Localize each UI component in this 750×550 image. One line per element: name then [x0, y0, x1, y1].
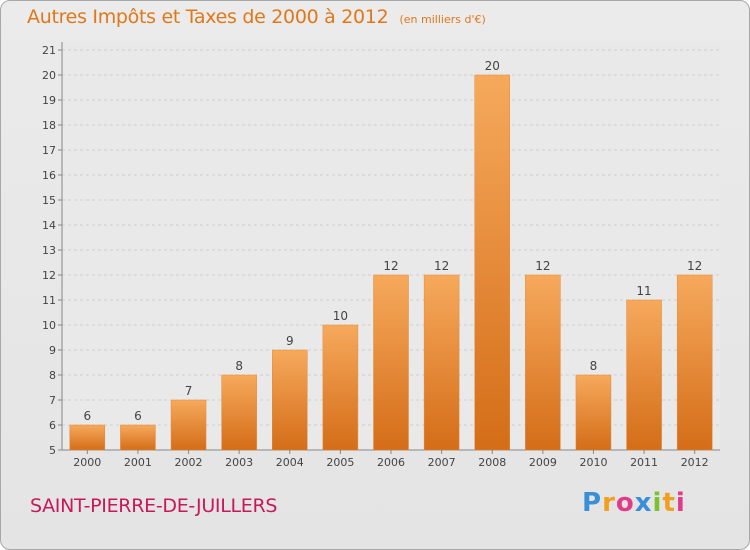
bar	[170, 399, 207, 451]
logo-letter: i	[675, 488, 686, 518]
bar-value-label: 6	[83, 409, 91, 423]
x-tick-label: 2011	[630, 456, 658, 469]
y-tick-label: 6	[49, 419, 56, 432]
logo-letter: x	[634, 488, 653, 518]
bar	[373, 274, 409, 451]
y-tick-label: 12	[42, 269, 56, 282]
bar	[69, 424, 106, 451]
bar-value-label: 8	[235, 359, 243, 373]
logo-letter: t	[662, 488, 676, 518]
bar	[575, 374, 612, 451]
bar-value-label: 8	[590, 359, 598, 373]
bar	[272, 349, 308, 451]
y-tick-label: 5	[49, 444, 56, 457]
y-tick-label: 19	[42, 94, 56, 107]
x-tick-label: 2009	[529, 456, 557, 469]
bar-value-label: 7	[185, 384, 193, 398]
bar	[221, 374, 257, 451]
y-tick-label: 20	[42, 69, 56, 82]
bar	[474, 74, 510, 451]
x-tick-label: 2001	[124, 456, 152, 469]
bar-value-label: 9	[286, 334, 294, 348]
bar-value-label: 10	[333, 309, 348, 323]
title-row: Autres Impôts et Taxes de 2000 à 2012 (e…	[27, 6, 486, 28]
bar	[423, 274, 460, 451]
bar	[676, 274, 713, 451]
x-tick-label: 2012	[681, 456, 709, 469]
bar-value-label: 12	[535, 259, 550, 273]
x-tick-label: 2010	[579, 456, 607, 469]
y-tick-label: 9	[49, 344, 56, 357]
x-tick-label: 2006	[377, 456, 405, 469]
x-tick-label: 2005	[326, 456, 354, 469]
x-tick-label: 2000	[73, 456, 101, 469]
logo-letter: o	[615, 488, 635, 518]
bar-value-label: 20	[485, 59, 500, 73]
bar-value-label: 6	[134, 409, 142, 423]
y-tick-label: 10	[42, 319, 56, 332]
y-tick-label: 21	[42, 44, 56, 57]
bar-value-label: 12	[687, 259, 702, 273]
proxiti-logo: Proxiti	[582, 488, 686, 518]
chart-subtitle: (en milliers d'€)	[399, 13, 486, 26]
y-tick-label: 16	[42, 169, 56, 182]
town-name: SAINT-PIERRE-DE-JUILLERS	[30, 495, 278, 517]
bar	[322, 324, 359, 451]
bar	[120, 424, 156, 451]
x-tick-label: 2007	[428, 456, 456, 469]
y-tick-label: 15	[42, 194, 56, 207]
chart-title: Autres Impôts et Taxes de 2000 à 2012	[27, 6, 389, 28]
y-tick-label: 17	[42, 144, 56, 157]
bar	[626, 299, 662, 451]
x-tick-label: 2004	[276, 456, 304, 469]
x-tick-label: 2003	[225, 456, 253, 469]
x-tick-label: 2008	[478, 456, 506, 469]
y-tick-label: 11	[42, 294, 56, 307]
y-tick-label: 8	[49, 369, 56, 382]
bar	[525, 274, 561, 451]
y-tick-label: 14	[42, 219, 56, 232]
y-tick-label: 18	[42, 119, 56, 132]
bar-value-label: 11	[636, 284, 651, 298]
bar-value-label: 12	[383, 259, 398, 273]
bar-value-label: 12	[434, 259, 449, 273]
y-tick-label: 7	[49, 394, 56, 407]
y-tick-label: 13	[42, 244, 56, 257]
x-tick-label: 2002	[175, 456, 203, 469]
logo-letter: r	[602, 488, 616, 518]
logo-letter: i	[652, 488, 663, 518]
logo-letter: P	[582, 488, 603, 518]
